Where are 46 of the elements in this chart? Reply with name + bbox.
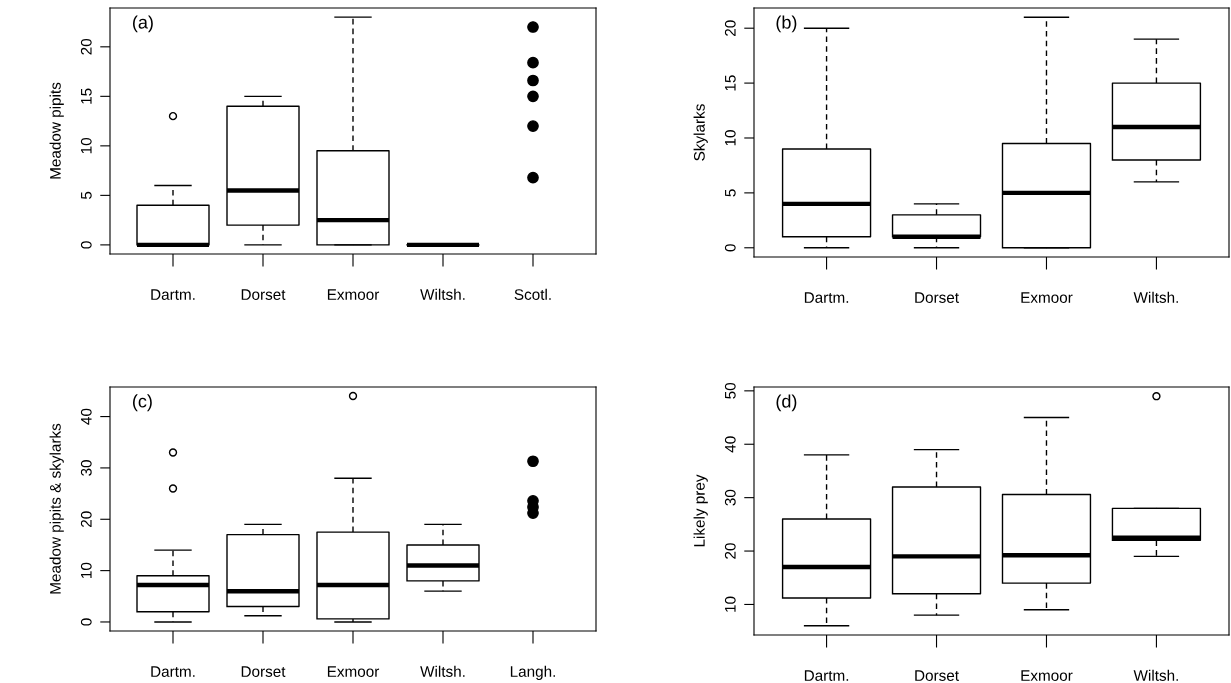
y-axis-title: Meadow pipits & skylarks — [49, 423, 64, 594]
x-tick-label: Dorset — [241, 289, 286, 300]
y-tick-label: 30 — [724, 489, 736, 506]
y-tick-label: 20 — [724, 20, 736, 36]
y-tick-label: 15 — [81, 88, 92, 104]
annotation: (a) — [132, 15, 153, 33]
y-tick-label: 50 — [724, 382, 736, 399]
y-tick-label: 20 — [724, 543, 736, 559]
x-tick-label: Dorset — [915, 292, 959, 303]
y-tick-label: 0 — [80, 241, 92, 249]
x-tick-label: Wiltsh. — [1133, 291, 1178, 303]
x-tick-label: Dorset — [915, 670, 959, 681]
y-tick-label: 10 — [724, 130, 736, 146]
y-tick-label: 15 — [725, 75, 736, 91]
y-tick-label: 5 — [725, 189, 736, 197]
y-tick-label: 10 — [80, 562, 92, 578]
y-tick-label: 20 — [80, 511, 92, 527]
x-tick-label: Dartm. — [804, 670, 849, 681]
y-tick-label: 30 — [80, 460, 92, 476]
y-tick-label: 5 — [81, 191, 92, 200]
y-tick-label: 10 — [80, 137, 92, 154]
y-tick-label: 20 — [80, 38, 92, 55]
x-tick-label: Wiltsh. — [420, 665, 465, 677]
x-tick-label: Scotl. — [514, 288, 551, 300]
y-tick-label: 0 — [724, 244, 736, 252]
y-tick-label: 40 — [724, 436, 736, 453]
annotation: (c) — [132, 394, 152, 412]
y-axis-title: Meadow pipits — [49, 82, 64, 179]
y-tick-label: 0 — [80, 618, 92, 626]
x-tick-label: Exmoor — [327, 666, 380, 677]
x-tick-label: Langh. — [510, 665, 555, 680]
x-tick-label: Exmoor — [1021, 670, 1073, 681]
x-tick-label: Exmoor — [327, 289, 380, 300]
x-tick-label: Wiltsh. — [1133, 669, 1178, 681]
x-tick-label: Wiltsh. — [420, 288, 465, 300]
y-tick-label: 10 — [724, 596, 736, 612]
annotation: (d) — [776, 394, 797, 412]
x-tick-label: Dorset — [241, 666, 286, 677]
x-tick-label: Dartm. — [151, 666, 195, 677]
y-axis-title: Skylarks — [693, 104, 708, 161]
y-axis-title: Likely prey — [693, 474, 708, 547]
x-tick-label: Exmoor — [1021, 292, 1073, 303]
annotation: (b) — [776, 15, 797, 33]
y-tick-label: 40 — [80, 408, 92, 425]
x-tick-label: Dartm. — [151, 289, 195, 300]
x-tick-label: Dartm. — [804, 292, 849, 303]
